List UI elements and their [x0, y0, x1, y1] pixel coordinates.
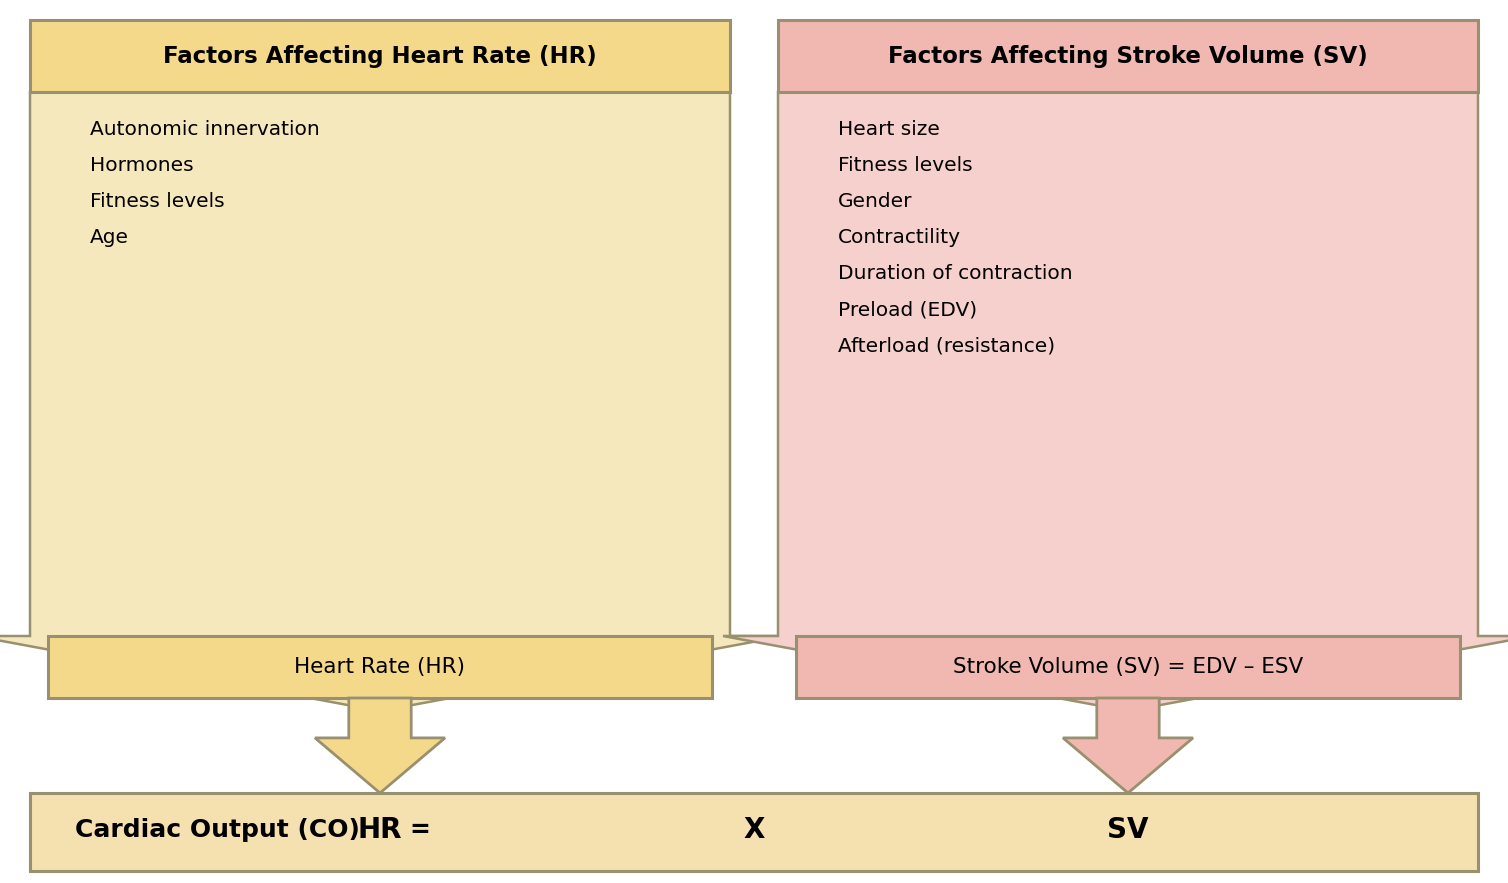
Text: SV: SV: [1107, 817, 1149, 844]
Polygon shape: [1063, 698, 1193, 793]
FancyBboxPatch shape: [778, 20, 1478, 92]
FancyBboxPatch shape: [30, 793, 1478, 871]
Text: X: X: [743, 817, 765, 844]
Text: Gender: Gender: [838, 192, 912, 211]
Text: Preload (EDV): Preload (EDV): [838, 300, 977, 319]
Text: Afterload (resistance): Afterload (resistance): [838, 336, 1056, 355]
Text: Cardiac Output (CO): Cardiac Output (CO): [75, 819, 360, 842]
Text: HR: HR: [357, 817, 403, 844]
FancyBboxPatch shape: [48, 636, 712, 698]
Text: Fitness levels: Fitness levels: [90, 192, 225, 211]
Text: Factors Affecting Stroke Volume (SV): Factors Affecting Stroke Volume (SV): [888, 44, 1368, 67]
Text: =: =: [410, 819, 430, 842]
Polygon shape: [315, 698, 445, 793]
Text: Stroke Volume (SV) = EDV – ESV: Stroke Volume (SV) = EDV – ESV: [953, 657, 1303, 677]
Text: Heart size: Heart size: [838, 120, 939, 139]
Text: Heart Rate (HR): Heart Rate (HR): [294, 657, 466, 677]
Text: Duration of contraction: Duration of contraction: [838, 264, 1072, 283]
FancyBboxPatch shape: [30, 20, 730, 92]
Text: Hormones: Hormones: [90, 156, 193, 175]
Text: Contractility: Contractility: [838, 228, 961, 247]
Text: Fitness levels: Fitness levels: [838, 156, 973, 175]
FancyBboxPatch shape: [796, 636, 1460, 698]
Polygon shape: [0, 92, 786, 711]
Text: Autonomic innervation: Autonomic innervation: [90, 120, 320, 139]
Text: Factors Affecting Heart Rate (HR): Factors Affecting Heart Rate (HR): [163, 44, 597, 67]
Polygon shape: [722, 92, 1508, 711]
Text: Age: Age: [90, 228, 130, 247]
